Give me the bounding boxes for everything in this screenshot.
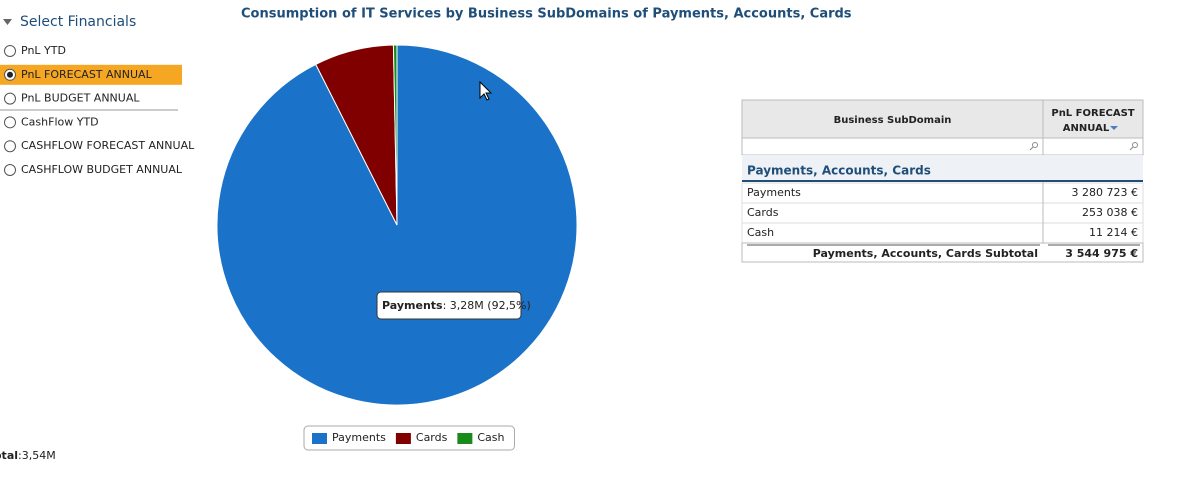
tooltip-name: Payments xyxy=(382,299,443,312)
search-icon[interactable] xyxy=(1029,146,1034,151)
pie-slice[interactable] xyxy=(392,44,398,226)
cell: Cash xyxy=(747,226,774,239)
chart-title: Consumption of IT Services by Business S… xyxy=(241,7,852,22)
radio[interactable] xyxy=(4,116,16,129)
collapse-icon[interactable] xyxy=(3,19,12,25)
header-cell[interactable]: ANNUAL xyxy=(1063,123,1110,134)
radio-dot xyxy=(7,71,13,78)
search-icon[interactable] xyxy=(1129,146,1134,151)
option-label[interactable]: PnL BUDGET ANNUAL xyxy=(21,92,140,105)
legend-swatch[interactable] xyxy=(312,433,327,444)
radio[interactable] xyxy=(4,92,16,105)
legend-swatch[interactable] xyxy=(395,433,411,444)
radio[interactable] xyxy=(4,140,16,153)
table-row[interactable] xyxy=(741,222,1144,244)
cell: Payments xyxy=(747,186,801,199)
option-label[interactable]: CASHFLOW FORECAST ANNUAL xyxy=(21,139,195,152)
radio[interactable] xyxy=(4,45,16,57)
sort-arrow[interactable] xyxy=(1110,126,1118,130)
option-label[interactable]: CashFlow YTD xyxy=(21,115,99,128)
selected-row xyxy=(0,64,182,85)
sidebar-title[interactable]: Select Financials xyxy=(20,14,136,30)
legend-swatch[interactable] xyxy=(457,433,473,444)
option-label[interactable]: PnL YTD xyxy=(21,44,66,57)
filter-cell[interactable] xyxy=(741,137,1044,156)
total-value: :3,54M xyxy=(18,449,56,462)
group-row xyxy=(742,155,1143,181)
option-label[interactable]: CASHFLOW BUDGET ANNUAL xyxy=(21,163,183,176)
cell: 11 214 € xyxy=(1089,226,1138,239)
total: otal:3,54M xyxy=(0,449,56,462)
search-icon[interactable] xyxy=(1032,142,1038,148)
filter-cell[interactable] xyxy=(1042,137,1144,156)
total-label: otal xyxy=(0,449,18,462)
cell: 253 038 € xyxy=(1082,206,1138,219)
legend-label[interactable]: Payments xyxy=(332,431,386,444)
cursor xyxy=(479,80,493,101)
legend-label[interactable]: Cash xyxy=(477,431,504,444)
tooltip: Payments: 3,28M (92,5%) xyxy=(382,299,531,312)
cell: 3 280 723 € xyxy=(1072,186,1138,199)
tooltip-box xyxy=(376,291,522,320)
option-label[interactable]: PnL FORECAST ANNUAL xyxy=(21,68,153,81)
header-cell[interactable]: Business SubDomain xyxy=(834,115,952,126)
legend-label[interactable]: Cards xyxy=(416,431,448,444)
subtotal-value: 3 544 975 € xyxy=(1065,247,1138,260)
tooltip-text: : 3,28M (92,5%) xyxy=(443,299,531,312)
subtotal-row xyxy=(741,242,1144,263)
group-label: Payments, Accounts, Cards xyxy=(747,164,931,178)
search-icon[interactable] xyxy=(1132,142,1138,148)
header-cell[interactable]: PnL FORECAST xyxy=(1051,108,1134,119)
radio[interactable] xyxy=(4,164,16,176)
subtotal-label: Payments, Accounts, Cards Subtotal xyxy=(813,247,1038,260)
cell: Cards xyxy=(747,206,779,219)
